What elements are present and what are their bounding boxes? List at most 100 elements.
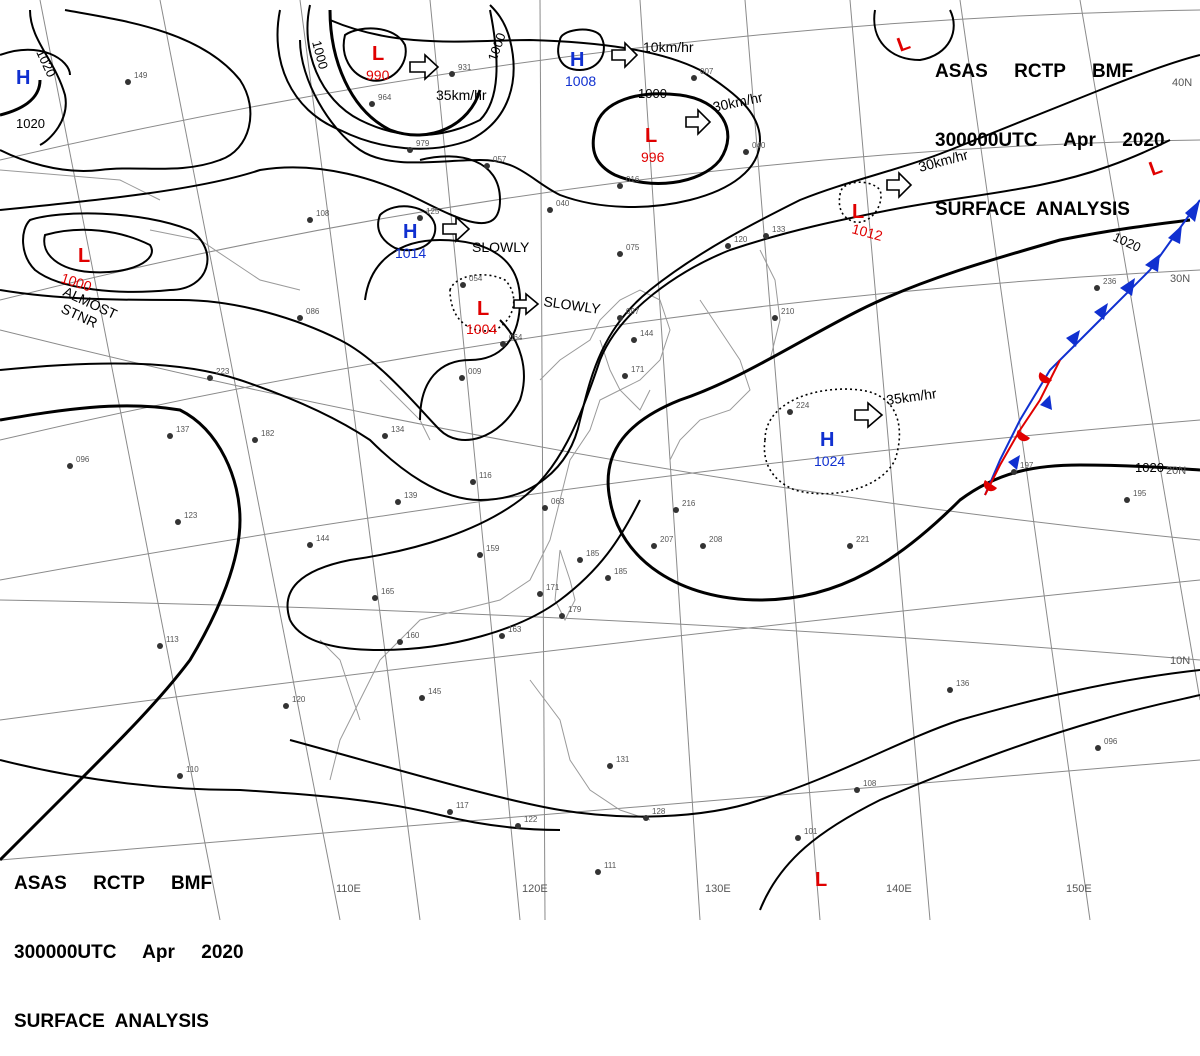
station-pressure-value: 145 xyxy=(428,687,442,696)
station-marker xyxy=(643,815,649,821)
station-marker xyxy=(283,703,289,709)
station-pressure-value: 007 xyxy=(700,67,714,76)
movement-text: 10km/hr xyxy=(643,39,694,55)
cold-front-tri xyxy=(1185,200,1200,222)
station-marker xyxy=(125,79,131,85)
low-symbol: L xyxy=(852,201,864,223)
station-marker xyxy=(787,409,793,415)
station-pressure-value: 207 xyxy=(660,535,674,544)
station-pressure-value: 195 xyxy=(1133,489,1147,498)
longitude-label: 150E xyxy=(1066,883,1092,895)
station-pressure-value: 159 xyxy=(486,544,500,553)
cold-front xyxy=(984,199,1200,496)
station-pressure-value: 123 xyxy=(184,511,198,520)
station-pressure-value: 160 xyxy=(406,631,420,640)
station-pressure-value: 163 xyxy=(508,625,522,634)
station-marker xyxy=(622,373,628,379)
station-marker xyxy=(477,552,483,558)
station-marker xyxy=(607,763,613,769)
movement-arrow-icon xyxy=(409,53,440,81)
station-pressure-value: 064 xyxy=(509,333,523,342)
station-pressure-value: 144 xyxy=(316,534,330,543)
station-marker xyxy=(700,543,706,549)
station-pressure-value: 075 xyxy=(626,243,640,252)
station-pressure-value: 108 xyxy=(316,209,330,218)
station-pressure-value: 179 xyxy=(568,605,582,614)
isobar-label: 1020 xyxy=(1135,460,1164,475)
graticule-labels: 110E 120E 130E 140E 150E 40N 30N 20N 10N xyxy=(336,77,1192,895)
pressure-system-high-nw: H xyxy=(16,67,30,89)
station-pressure-value: 134 xyxy=(391,425,405,434)
station-pressure-value: 144 xyxy=(640,329,654,338)
station-pressure-value: 131 xyxy=(616,755,630,764)
header-line-time: 300000UTC Apr 2020 xyxy=(935,130,1165,151)
longitude-label: 140E xyxy=(886,883,912,895)
station-marker xyxy=(470,479,476,485)
movement-arrow-icon xyxy=(513,292,540,316)
station-marker xyxy=(1095,745,1101,751)
low-pressure: 996 xyxy=(641,149,665,165)
station-marker xyxy=(1094,285,1100,291)
station-pressure-value: 137 xyxy=(176,425,190,434)
station-pressure-value: 185 xyxy=(614,567,628,576)
station-pressure-value: 133 xyxy=(772,225,786,234)
station-pressure-value: 086 xyxy=(306,307,320,316)
pressure-system-low-990: L 990 xyxy=(366,43,390,83)
station-plots: 149 223 137 182 096 123 113 110 117 122 111 131 964 9… xyxy=(67,63,1147,875)
header-line-product: ASAS RCTP BMF xyxy=(935,61,1134,82)
warm-front xyxy=(984,359,1061,496)
isobars xyxy=(0,4,1200,911)
pressure-system-high-1024: H 1024 xyxy=(814,429,845,469)
station-marker xyxy=(175,519,181,525)
station-pressure-value: 236 xyxy=(1103,277,1117,286)
station-marker xyxy=(207,375,213,381)
station-marker xyxy=(407,147,413,153)
station-marker xyxy=(372,595,378,601)
station-marker xyxy=(395,499,401,505)
station-marker xyxy=(605,575,611,581)
station-marker xyxy=(537,591,543,597)
movement-text: 35km/hr xyxy=(885,385,938,408)
low-pressure: 990 xyxy=(366,67,390,83)
movement-text: 35km/hr xyxy=(436,87,487,103)
latitude-label: 30N xyxy=(1170,273,1190,285)
station-marker xyxy=(577,557,583,563)
isobar-label: 1000 xyxy=(309,39,331,71)
station-pressure-value: 108 xyxy=(863,779,877,788)
high-symbol: H xyxy=(16,67,30,89)
station-marker xyxy=(515,823,521,829)
station-marker xyxy=(177,773,183,779)
low-symbol: L xyxy=(645,125,657,147)
station-marker xyxy=(307,217,313,223)
high-symbol: H xyxy=(403,221,417,243)
pressure-system-low-1012: L 1012 xyxy=(850,201,884,244)
longitude-label: 110E xyxy=(336,883,361,895)
latitude-label: 20N xyxy=(1166,465,1186,477)
weather-map: 149 223 137 182 096 123 113 110 117 122 111 131 964 9… xyxy=(0,0,1200,920)
station-pressure-value: 223 xyxy=(216,367,230,376)
high-pressure: 1014 xyxy=(395,245,426,261)
station-marker xyxy=(499,633,505,639)
pressure-system-low-996: L 996 xyxy=(641,125,665,165)
header-line-time: 300000UTC Apr 2020 xyxy=(14,942,244,963)
low-symbol: L xyxy=(477,298,489,320)
station-pressure-value: 116 xyxy=(479,471,492,480)
station-marker xyxy=(542,505,548,511)
station-pressure-value: 113 xyxy=(166,635,179,644)
station-pressure-value: 040 xyxy=(752,141,766,150)
station-pressure-value: 054 xyxy=(469,274,483,283)
station-pressure-value: 097 xyxy=(626,307,640,316)
latitude-label: 40N xyxy=(1172,77,1192,89)
cold-front-tri xyxy=(1008,455,1020,470)
station-marker xyxy=(1124,497,1130,503)
station-pressure-value: 964 xyxy=(378,93,392,102)
station-marker xyxy=(743,149,749,155)
movement-arrow-icon xyxy=(886,171,913,199)
station-pressure-value: 210 xyxy=(781,307,795,316)
low-pressure: 1004 xyxy=(466,321,497,337)
cold-front-tri xyxy=(1094,303,1108,320)
station-pressure-value: 171 xyxy=(631,365,645,374)
movement-arrow-icon xyxy=(854,401,884,429)
map-header-bottom-left: ASAS RCTP BMF 300000UTC Apr 2020 SURFACE… xyxy=(14,826,244,1056)
cold-front-tri xyxy=(1120,278,1135,296)
